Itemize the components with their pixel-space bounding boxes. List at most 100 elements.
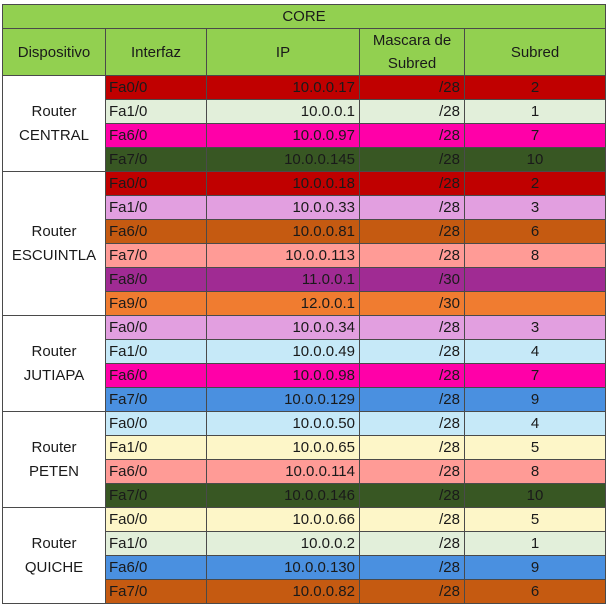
table-row: Fa7/0 10.0.0.146/28 10 [3,483,607,508]
ip-cell: 10.0.0.17 [206,75,360,100]
subnet-cell: 10 [463,483,607,508]
subnet-cell: 3 [463,195,607,220]
table-row: Fa6/0 10.0.0.98/28 7 [3,363,607,388]
mask-cell: /28 [359,555,465,580]
interface-cell: Fa6/0 [105,219,207,244]
subnet-cell: 8 [463,459,607,484]
ip-cell: 10.0.0.66 [206,507,360,532]
table-row: Router JUTIAPA Fa0/0 10.0.0.34/28 3 [2,315,607,412]
mask-cell: /28 [359,579,465,604]
mask-cell: /30 [359,291,465,316]
interface-cell: Fa1/0 [105,435,207,460]
subnet-cell: 8 [463,243,607,268]
interface-cell: Fa9/0 [105,291,207,316]
subnet-cell: 10 [463,147,607,172]
device-cell: Router JUTIAPA [2,315,106,412]
table-row: Fa1/0 10.0.0.1/28 1 [3,99,607,124]
ip-cell: 10.0.0.82 [206,579,360,604]
table-body: Router CENTRAL Fa0/0 10.0.0.17/28 2 Fa1/0 10.… [2,75,607,604]
ip-cell: 10.0.0.130 [206,555,360,580]
header-device: Dispositivo [2,28,106,76]
interface-cell: Fa7/0 [105,579,207,604]
ip-cell: 10.0.0.34 [206,315,360,340]
ip-cell: 10.0.0.1 [206,99,360,124]
ip-cell: 10.0.0.114 [206,459,360,484]
ip-cell: 10.0.0.113 [206,243,360,268]
mask-cell: /30 [359,267,465,292]
header-subnet: Subred [463,28,607,76]
mask-cell: /28 [359,339,465,364]
title-row: CORE [1,4,607,29]
mask-cell: /28 [359,243,465,268]
table-row: Fa7/0 10.0.0.145/28 10 [3,147,607,172]
mask-cell: /28 [359,219,465,244]
table-row: Router PETEN Fa0/0 10.0.0.50/28 4 [2,411,607,508]
table-row: Fa1/0 10.0.0.49/28 4 [3,339,607,364]
mask-cell: /28 [359,123,465,148]
mask-cell: /28 [359,435,465,460]
interface-cell: Fa6/0 [105,123,207,148]
interface-cell: Fa1/0 [105,339,207,364]
interface-cell: Fa6/0 [105,555,207,580]
ip-cell: 10.0.0.146 [206,483,360,508]
interface-cell: Fa0/0 [105,315,207,340]
interface-cell: Fa0/0 [105,411,207,436]
subnet-cell: 2 [463,75,607,100]
interface-cell: Fa6/0 [105,363,207,388]
subnet-cell: 7 [463,363,607,388]
ip-cell: 10.0.0.50 [206,411,360,436]
interface-cell: Fa0/0 [105,171,207,196]
header-mask: Mascara de Subred [359,28,465,76]
table-row: Fa9/0 12.0.0.1/30 [3,291,607,316]
subnet-cell: 3 [463,315,607,340]
subnet-cell: 1 [463,531,607,556]
ip-cell: 11.0.0.1 [206,267,360,292]
subnet-cell: 4 [463,339,607,364]
mask-cell: /28 [359,507,465,532]
ip-cell: 10.0.0.33 [206,195,360,220]
ip-cell: 10.0.0.65 [206,435,360,460]
subnet-cell [463,291,607,316]
core-table: CORE Dispositivo Interfaz IP Mascara de … [1,4,607,604]
subnet-cell: 4 [463,411,607,436]
ip-cell: 10.0.0.2 [206,531,360,556]
interface-cell: Fa1/0 [105,99,207,124]
table-title: CORE [1,4,607,29]
mask-cell: /28 [359,99,465,124]
subnet-cell: 9 [463,555,607,580]
subnet-cell: 9 [463,387,607,412]
ip-cell: 10.0.0.49 [206,339,360,364]
mask-cell: /28 [359,171,465,196]
ip-cell: 10.0.0.97 [206,123,360,148]
subnet-cell: 7 [463,123,607,148]
device-cell: Router QUICHE [2,507,106,604]
table-row: Fa6/0 10.0.0.114/28 8 [3,459,607,484]
ip-cell: 10.0.0.145 [206,147,360,172]
interface-cell: Fa8/0 [105,267,207,292]
table-row: Router ESCUINTLA Fa0/0 10.0.0.18/28 2 [2,171,607,316]
table-row: Router CENTRAL Fa0/0 10.0.0.17/28 2 [2,75,607,172]
mask-cell: /28 [359,483,465,508]
table-row: Fa1/0 10.0.0.33/28 3 [3,195,607,220]
ip-cell: 10.0.0.98 [206,363,360,388]
mask-cell: /28 [359,75,465,100]
interface-cell: Fa7/0 [105,147,207,172]
mask-cell: /28 [359,531,465,556]
table-row: Fa7/0 10.0.0.82/28 6 [3,579,607,604]
ip-cell: 10.0.0.81 [206,219,360,244]
interface-cell: Fa0/0 [105,75,207,100]
subnet-cell: 1 [463,99,607,124]
subnet-cell: 6 [463,219,607,244]
subnet-cell: 6 [463,579,607,604]
subnet-cell [463,267,607,292]
interface-cell: Fa1/0 [105,195,207,220]
interface-cell: Fa7/0 [105,387,207,412]
ip-cell: 10.0.0.18 [206,171,360,196]
subnet-cell: 5 [463,435,607,460]
header-interface: Interfaz [105,28,207,76]
mask-cell: /28 [359,459,465,484]
mask-cell: /28 [359,147,465,172]
mask-cell: /28 [359,387,465,412]
interface-cell: Fa1/0 [105,531,207,556]
interface-cell: Fa7/0 [105,483,207,508]
